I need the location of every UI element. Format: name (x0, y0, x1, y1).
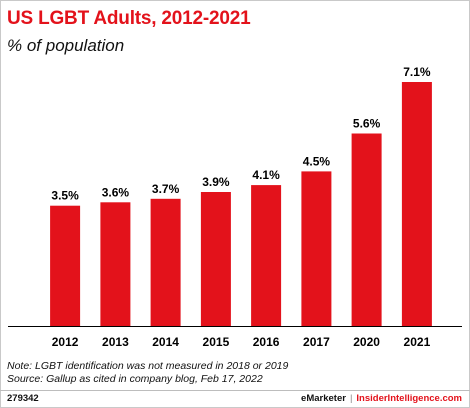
note-text: Note: LGBT identification was not measur… (7, 360, 289, 372)
x-tick-2016: 2016 (253, 335, 280, 349)
value-label-2016: 4.1% (252, 168, 280, 182)
bar-2012 (50, 205, 81, 326)
x-tick-2013: 2013 (102, 335, 129, 349)
brand-emarketer: eMarketer (301, 393, 346, 404)
bar-2017 (301, 171, 332, 326)
source-text: Source: Gallup as cited in company blog,… (7, 373, 263, 385)
bar-2016 (251, 185, 282, 326)
chart-notes: Note: LGBT identification was not measur… (7, 360, 288, 386)
bar-2021 (401, 82, 432, 326)
value-label-2015: 3.9% (202, 175, 230, 189)
brand-footer: eMarketer | InsiderIntelligence.com (301, 393, 462, 404)
brand-separator: | (349, 393, 353, 404)
value-label-2012: 3.5% (51, 189, 79, 203)
bar-2014 (150, 198, 181, 326)
value-label-2014: 3.7% (152, 182, 180, 196)
x-tick-2017: 2017 (303, 335, 330, 349)
footer-divider (0, 390, 470, 391)
value-label-2020: 5.6% (353, 117, 381, 131)
value-label-2013: 3.6% (102, 185, 130, 199)
chart-subtitle: % of population (7, 36, 125, 55)
bar-2013 (100, 202, 131, 326)
x-tick-2020: 2020 (353, 335, 380, 349)
value-label-2021: 7.1% (403, 65, 431, 79)
x-tick-2014: 2014 (152, 335, 179, 349)
x-tick-2012: 2012 (52, 335, 79, 349)
chart-title: US LGBT Adults, 2012-2021 (7, 8, 251, 29)
chart-id: 279342 (7, 393, 39, 404)
bar-2015 (200, 192, 231, 326)
bar-2020 (351, 133, 382, 326)
brand-insider-link[interactable]: InsiderIntelligence.com (356, 393, 462, 404)
x-tick-2021: 2021 (404, 335, 431, 349)
x-tick-2015: 2015 (203, 335, 230, 349)
value-label-2017: 4.5% (303, 154, 331, 168)
bar-chart: 3.5% 2012 3.6% 2013 3.7% 2014 3.9% 2015 4.1% 2016… (8, 65, 462, 349)
